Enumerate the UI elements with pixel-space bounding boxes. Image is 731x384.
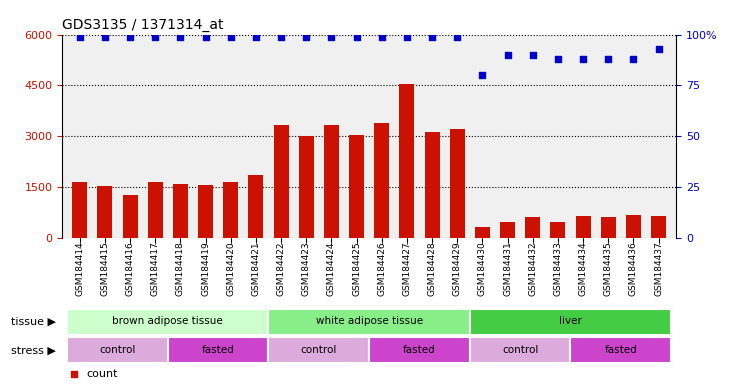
Bar — [369, 338, 470, 363]
Bar — [425, 132, 439, 238]
Text: fasted: fasted — [202, 345, 235, 355]
Point — [325, 33, 337, 40]
Text: GSM184429: GSM184429 — [452, 242, 462, 296]
Bar — [273, 125, 289, 238]
Bar — [575, 216, 591, 238]
Text: GSM184434: GSM184434 — [578, 242, 588, 296]
Text: stress ▶: stress ▶ — [11, 345, 56, 356]
Point — [74, 33, 86, 40]
Point — [99, 33, 111, 40]
Text: fasted: fasted — [403, 345, 436, 355]
Bar — [268, 309, 470, 334]
Text: GSM184436: GSM184436 — [629, 242, 638, 296]
Text: GSM184423: GSM184423 — [302, 242, 311, 296]
Bar — [148, 182, 163, 238]
Point — [225, 33, 237, 40]
Text: GSM184421: GSM184421 — [251, 242, 260, 296]
Text: GSM184416: GSM184416 — [126, 242, 135, 296]
Bar — [475, 227, 490, 238]
Point — [627, 56, 639, 62]
Text: GSM184426: GSM184426 — [377, 242, 386, 296]
Point — [401, 33, 413, 40]
Bar — [525, 217, 540, 238]
Point — [351, 33, 363, 40]
Bar — [601, 217, 616, 238]
Bar — [249, 175, 263, 238]
Point — [124, 33, 136, 40]
Text: white adipose tissue: white adipose tissue — [316, 316, 423, 326]
Text: tissue ▶: tissue ▶ — [11, 316, 56, 327]
Text: GSM184428: GSM184428 — [428, 242, 436, 296]
Bar — [324, 126, 339, 238]
Bar — [223, 182, 238, 238]
Bar — [123, 195, 137, 238]
Bar — [97, 186, 113, 238]
Text: GSM184419: GSM184419 — [201, 242, 210, 296]
Text: count: count — [87, 369, 118, 379]
Text: GSM184417: GSM184417 — [151, 242, 160, 296]
Point — [451, 33, 463, 40]
Point — [149, 33, 161, 40]
Text: brown adipose tissue: brown adipose tissue — [113, 316, 223, 326]
Bar — [550, 222, 566, 238]
Text: control: control — [99, 345, 136, 355]
Point — [200, 33, 211, 40]
Bar — [651, 216, 666, 238]
Bar — [450, 129, 465, 238]
Text: liver: liver — [559, 316, 582, 326]
Text: GSM184437: GSM184437 — [654, 242, 663, 296]
Point — [426, 33, 438, 40]
Text: GSM184418: GSM184418 — [176, 242, 185, 296]
Text: GSM184433: GSM184433 — [553, 242, 562, 296]
Point — [477, 72, 488, 78]
Text: GSM184432: GSM184432 — [529, 242, 537, 296]
Bar — [198, 185, 213, 238]
Text: GSM184430: GSM184430 — [478, 242, 487, 296]
Text: GSM184415: GSM184415 — [100, 242, 110, 296]
Bar — [72, 182, 87, 238]
Bar — [67, 309, 268, 334]
Text: fasted: fasted — [605, 345, 637, 355]
Text: GSM184431: GSM184431 — [503, 242, 512, 296]
Point — [653, 46, 664, 52]
Text: GSM184422: GSM184422 — [276, 242, 286, 296]
Bar — [500, 222, 515, 238]
Text: GSM184435: GSM184435 — [604, 242, 613, 296]
Text: control: control — [502, 345, 538, 355]
Text: GSM184424: GSM184424 — [327, 242, 336, 296]
Point — [577, 56, 589, 62]
Bar — [173, 184, 188, 238]
Bar — [349, 135, 364, 238]
Bar — [67, 338, 168, 363]
Bar — [268, 338, 369, 363]
Point — [527, 52, 539, 58]
Point — [501, 52, 513, 58]
Point — [475, 294, 487, 300]
Point — [175, 33, 186, 40]
Bar — [299, 136, 314, 238]
Point — [552, 56, 564, 62]
Bar — [399, 84, 414, 238]
Bar — [374, 123, 390, 238]
Point — [602, 56, 614, 62]
Text: GSM184427: GSM184427 — [402, 242, 412, 296]
Text: GSM184425: GSM184425 — [352, 242, 361, 296]
Point — [475, 119, 487, 125]
Bar — [168, 338, 268, 363]
Text: GDS3135 / 1371314_at: GDS3135 / 1371314_at — [62, 18, 224, 32]
Bar — [470, 338, 570, 363]
Point — [300, 33, 312, 40]
Bar — [570, 338, 671, 363]
Text: GSM184414: GSM184414 — [75, 242, 84, 296]
Point — [250, 33, 262, 40]
Point — [276, 33, 287, 40]
Text: control: control — [300, 345, 337, 355]
Bar — [626, 215, 641, 238]
Point — [376, 33, 387, 40]
Text: GSM184420: GSM184420 — [226, 242, 235, 296]
Bar — [470, 309, 671, 334]
